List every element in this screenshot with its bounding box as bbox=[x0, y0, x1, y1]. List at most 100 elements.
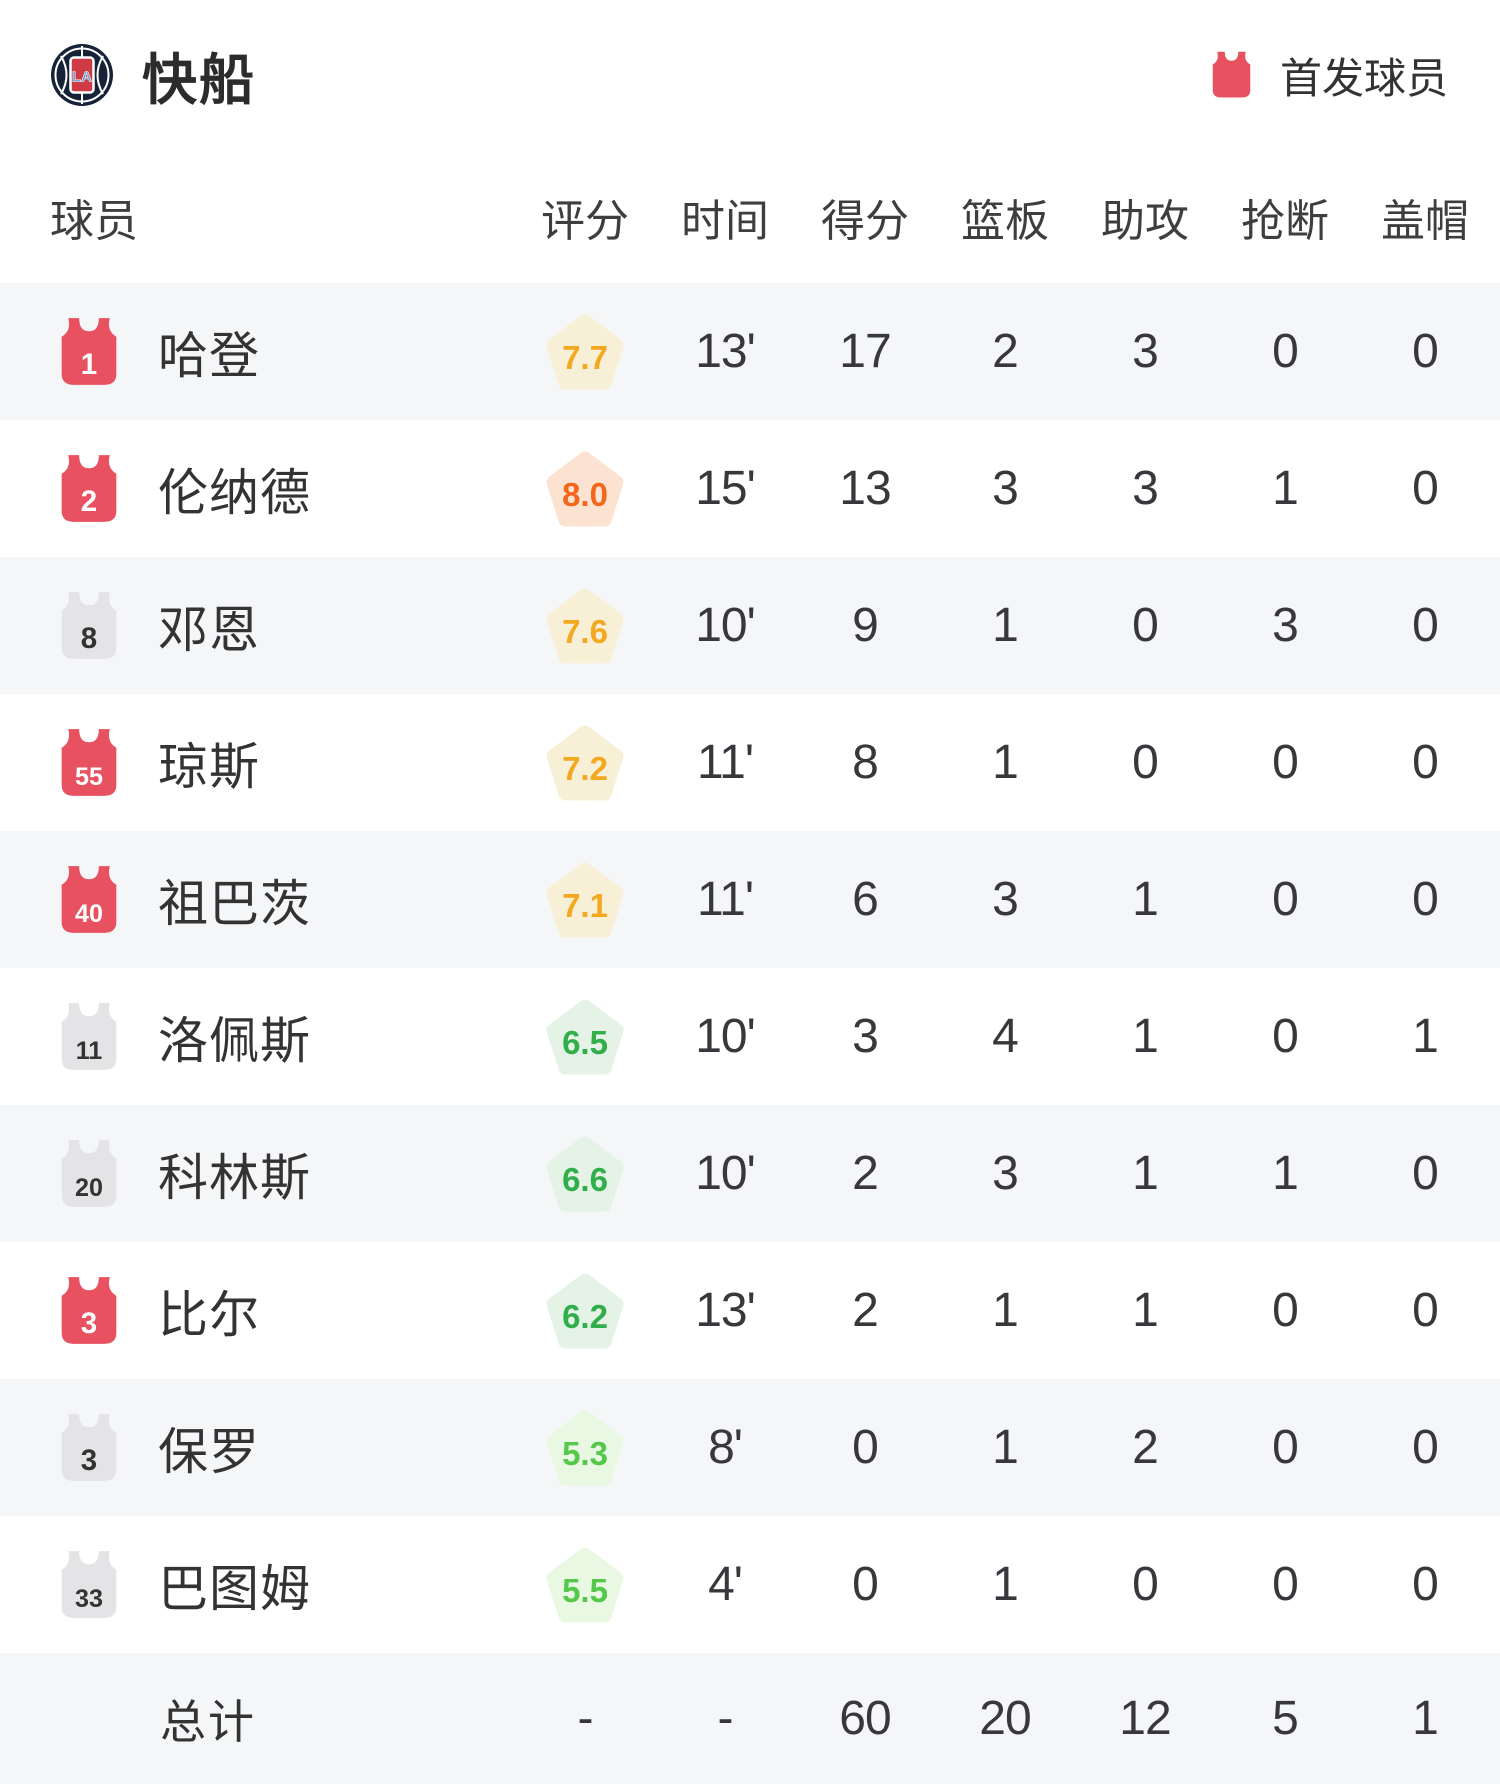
player-row[interactable]: 8 邓恩 7.6 10' 9 1 0 3 0 bbox=[0, 557, 1500, 694]
rating-cell: 7.1 bbox=[515, 861, 655, 939]
table-header-row: 球员 评分 时间 得分 篮板 助攻 抢断 盖帽 bbox=[0, 150, 1500, 283]
stat-rebounds: 1 bbox=[992, 599, 1019, 652]
stat-time: 15' bbox=[695, 462, 756, 515]
player-cell: 40 祖巴茨 bbox=[0, 864, 515, 936]
starter-jersey-icon: 40 bbox=[61, 865, 117, 933]
bench-jersey-icon: 3 bbox=[61, 1413, 117, 1481]
stat-rebounds: 1 bbox=[992, 736, 1019, 789]
player-name: 琼斯 bbox=[158, 738, 260, 795]
stat-time: 11' bbox=[697, 736, 754, 789]
svg-text:11: 11 bbox=[76, 1036, 103, 1064]
stat-time: 10' bbox=[695, 599, 756, 652]
stat-assists: 0 bbox=[1132, 1558, 1159, 1611]
player-row[interactable]: 2 伦纳德 8.0 15' 13 3 3 1 0 bbox=[0, 420, 1500, 557]
stat-rebounds: 1 bbox=[992, 1421, 1019, 1474]
stat-assists: 1 bbox=[1132, 1284, 1159, 1337]
stat-points: 3 bbox=[852, 1010, 879, 1063]
stat-time: 13' bbox=[695, 325, 756, 378]
bench-jersey-icon: 8 bbox=[61, 591, 117, 659]
bench-jersey-icon: 33 bbox=[61, 1550, 117, 1618]
stat-points: 17 bbox=[839, 325, 891, 378]
stat-rebounds: 4 bbox=[992, 1010, 1019, 1063]
svg-text:2: 2 bbox=[81, 484, 97, 517]
rating-badge: 5.3 bbox=[546, 1410, 624, 1485]
stat-steals: 3 bbox=[1272, 599, 1299, 652]
player-cell: 20 科林斯 bbox=[0, 1138, 515, 1210]
rating-cell: 7.2 bbox=[515, 724, 655, 802]
total-row: 总计 - - 60 20 12 5 1 bbox=[0, 1653, 1500, 1784]
player-name: 祖巴茨 bbox=[158, 875, 311, 932]
player-cell: 55 琼斯 bbox=[0, 727, 515, 799]
player-name: 洛佩斯 bbox=[158, 1012, 311, 1069]
stat-points: 2 bbox=[852, 1284, 879, 1337]
stat-blocks: 0 bbox=[1412, 1284, 1439, 1337]
svg-text:8: 8 bbox=[81, 621, 97, 654]
player-cell: 2 伦纳德 bbox=[0, 453, 515, 525]
stat-steals: 0 bbox=[1272, 736, 1299, 789]
player-row[interactable]: 20 科林斯 6.6 10' 2 3 1 1 0 bbox=[0, 1105, 1500, 1242]
player-name: 科林斯 bbox=[158, 1149, 311, 1206]
starter-jersey-icon: 1 bbox=[61, 317, 117, 385]
svg-text:LA: LA bbox=[72, 69, 92, 86]
stat-points: 9 bbox=[852, 599, 879, 652]
stat-points: 0 bbox=[852, 1421, 879, 1474]
col-time: 时间 bbox=[681, 196, 769, 246]
player-name: 比尔 bbox=[158, 1286, 260, 1343]
total-time: - bbox=[717, 1692, 734, 1745]
player-cell: 11 洛佩斯 bbox=[0, 1001, 515, 1073]
stat-time: 13' bbox=[695, 1284, 756, 1337]
stat-blocks: 0 bbox=[1412, 1147, 1439, 1200]
stat-assists: 3 bbox=[1132, 325, 1159, 378]
svg-text:7.2: 7.2 bbox=[562, 750, 608, 787]
stat-steals: 1 bbox=[1272, 462, 1299, 515]
col-rating: 评分 bbox=[541, 196, 629, 246]
player-name: 伦纳德 bbox=[158, 464, 311, 521]
svg-text:6.6: 6.6 bbox=[562, 1161, 608, 1198]
stat-assists: 2 bbox=[1132, 1421, 1159, 1474]
svg-text:7.1: 7.1 bbox=[562, 887, 608, 924]
rating-cell: 6.5 bbox=[515, 998, 655, 1076]
total-label: 总计 bbox=[160, 1695, 256, 1748]
rating-badge: 7.2 bbox=[546, 725, 624, 800]
player-row[interactable]: 55 琼斯 7.2 11' 8 1 0 0 0 bbox=[0, 694, 1500, 831]
player-cell: 3 比尔 bbox=[0, 1275, 515, 1347]
col-blocks: 盖帽 bbox=[1381, 196, 1469, 246]
svg-text:7.7: 7.7 bbox=[562, 339, 608, 376]
svg-text:7.6: 7.6 bbox=[562, 613, 608, 650]
player-row[interactable]: 40 祖巴茨 7.1 11' 6 3 1 0 0 bbox=[0, 831, 1500, 968]
svg-text:5.5: 5.5 bbox=[562, 1572, 608, 1609]
stat-blocks: 0 bbox=[1412, 1421, 1439, 1474]
stat-points: 6 bbox=[852, 873, 879, 926]
svg-text:3: 3 bbox=[81, 1306, 97, 1339]
player-cell: 33 巴图姆 bbox=[0, 1549, 515, 1621]
starter-jersey-icon: 2 bbox=[61, 454, 117, 522]
starter-legend: 首发球员 bbox=[1209, 45, 1448, 106]
clippers-logo-icon: LA bbox=[51, 44, 113, 106]
player-row[interactable]: 33 巴图姆 5.5 4' 0 1 0 0 0 bbox=[0, 1516, 1500, 1653]
player-name: 保罗 bbox=[158, 1423, 260, 1480]
player-row[interactable]: 3 保罗 5.3 8' 0 1 2 0 0 bbox=[0, 1379, 1500, 1516]
stat-time: 10' bbox=[695, 1147, 756, 1200]
player-name: 邓恩 bbox=[158, 601, 260, 658]
rating-cell: 7.6 bbox=[515, 587, 655, 665]
rating-badge: 7.1 bbox=[546, 862, 624, 937]
stat-points: 13 bbox=[839, 462, 891, 515]
svg-text:8.0: 8.0 bbox=[562, 476, 608, 513]
total-blocks: 1 bbox=[1412, 1692, 1439, 1745]
rating-badge: 6.6 bbox=[546, 1136, 624, 1211]
player-row[interactable]: 3 比尔 6.2 13' 2 1 1 0 0 bbox=[0, 1242, 1500, 1379]
starter-jersey-icon: 3 bbox=[61, 1276, 117, 1344]
rating-cell: 5.3 bbox=[515, 1409, 655, 1487]
bench-jersey-icon: 20 bbox=[61, 1139, 117, 1207]
player-cell: 3 保罗 bbox=[0, 1412, 515, 1484]
stat-time: 4' bbox=[708, 1558, 743, 1611]
player-row[interactable]: 11 洛佩斯 6.5 10' 3 4 1 0 1 bbox=[0, 968, 1500, 1105]
rating-cell: 7.7 bbox=[515, 313, 655, 391]
rating-badge: 6.5 bbox=[546, 999, 624, 1074]
svg-text:20: 20 bbox=[75, 1173, 103, 1201]
stat-steals: 1 bbox=[1272, 1147, 1299, 1200]
bench-jersey-icon: 11 bbox=[61, 1002, 117, 1070]
stat-blocks: 0 bbox=[1412, 1558, 1439, 1611]
player-row[interactable]: 1 哈登 7.7 13' 17 2 3 0 0 bbox=[0, 283, 1500, 420]
svg-text:33: 33 bbox=[75, 1584, 103, 1612]
